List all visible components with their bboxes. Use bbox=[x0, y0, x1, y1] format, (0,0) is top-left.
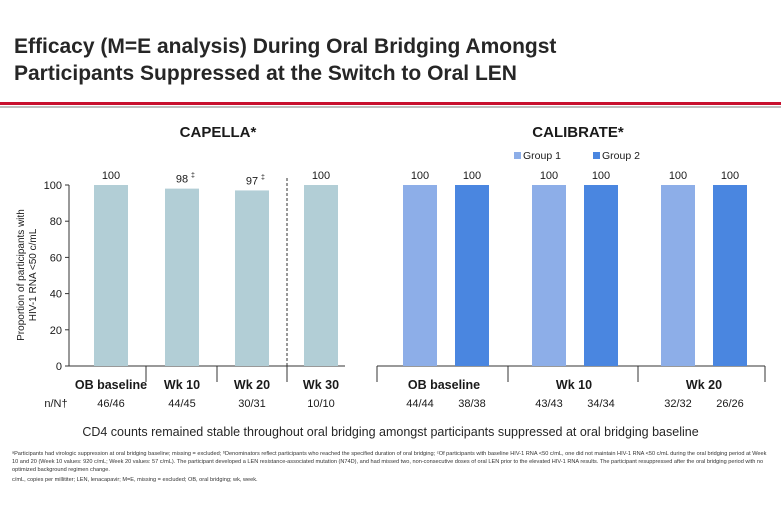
footnotes: ᵃParticipants had virologic suppression … bbox=[12, 450, 772, 484]
capella-n-value: 10/10 bbox=[307, 398, 335, 410]
legend-label-1: Group 1 bbox=[523, 150, 561, 162]
slide-title-line-2: Participants Suppressed at the Switch to… bbox=[14, 62, 517, 85]
cd4-stable-note: CD4 counts remained stable throughout or… bbox=[82, 425, 699, 439]
n-over-n-label: n/N† bbox=[44, 398, 67, 410]
capella-bar bbox=[304, 185, 338, 366]
y-tick-label: 100 bbox=[44, 180, 62, 192]
legend-swatch-1 bbox=[514, 152, 521, 159]
abbreviations-text: c/mL, copies per millititer; LEN, lenaca… bbox=[12, 477, 258, 483]
capella-bar bbox=[165, 188, 199, 366]
calibrate-category-label: OB baseline bbox=[408, 378, 480, 392]
calibrate-bar-group-1 bbox=[403, 185, 437, 366]
calibrate-bar-value-label: 100 bbox=[463, 170, 481, 182]
calibrate-bar-value-label: 100 bbox=[540, 170, 558, 182]
legend-swatch-2 bbox=[593, 152, 600, 159]
capella-bar-footnote-mark: ‡ bbox=[261, 174, 265, 181]
capella-bar bbox=[94, 185, 128, 366]
capella-bar-value-label: 98 bbox=[176, 174, 188, 186]
calibrate-title: CALIBRATE* bbox=[532, 124, 624, 141]
slide-title: Efficacy (M=E analysis) During Oral Brid… bbox=[14, 33, 774, 87]
capella-n-value: 30/31 bbox=[238, 398, 266, 410]
capella-category-label: Wk 30 bbox=[303, 378, 339, 392]
capella-bar bbox=[235, 190, 269, 366]
calibrate-bar-group-1 bbox=[532, 185, 566, 366]
capella-title: CAPELLA* bbox=[180, 124, 257, 141]
title-divider-red bbox=[0, 102, 781, 105]
y-tick-label: 60 bbox=[50, 252, 62, 264]
y-tick-label: 40 bbox=[50, 289, 62, 301]
y-axis-label: Proportion of participants withHIV-1 RNA… bbox=[16, 209, 39, 341]
calibrate-n-value: 34/34 bbox=[587, 398, 615, 410]
calibrate-bar-group-1 bbox=[661, 185, 695, 366]
legend-label-2: Group 2 bbox=[602, 150, 640, 162]
calibrate-n-value: 43/43 bbox=[535, 398, 563, 410]
capella-n-value: 44/45 bbox=[168, 398, 196, 410]
capella-category-label: Wk 10 bbox=[164, 378, 200, 392]
y-tick-label: 80 bbox=[50, 216, 62, 228]
footnote-text: ᵃParticipants had virologic suppression … bbox=[12, 451, 767, 473]
calibrate-bar-group-2 bbox=[713, 185, 747, 366]
calibrate-n-value: 38/38 bbox=[458, 398, 486, 410]
y-tick-label: 0 bbox=[56, 361, 62, 373]
capella-n-value: 46/46 bbox=[97, 398, 125, 410]
capella-bar-footnote-mark: ‡ bbox=[191, 173, 195, 180]
calibrate-category-label: Wk 20 bbox=[686, 378, 722, 392]
calibrate-bar-group-2 bbox=[455, 185, 489, 366]
calibrate-bar-value-label: 100 bbox=[592, 170, 610, 182]
capella-category-label: Wk 20 bbox=[234, 378, 270, 392]
efficacy-chart: CAPELLA* Proportion of participants withH… bbox=[16, 124, 766, 410]
capella-bar-value-label: 100 bbox=[102, 170, 120, 182]
y-tick-label: 20 bbox=[50, 325, 62, 337]
calibrate-n-value: 44/44 bbox=[406, 398, 434, 410]
calibrate-bar-value-label: 100 bbox=[721, 170, 739, 182]
calibrate-bar-group-2 bbox=[584, 185, 618, 366]
title-divider-gray bbox=[0, 106, 781, 108]
calibrate-bar-value-label: 100 bbox=[669, 170, 687, 182]
slide-title-line-1: Efficacy (M=E analysis) During Oral Brid… bbox=[14, 35, 557, 58]
capella-bar-value-label: 97 bbox=[246, 175, 258, 187]
calibrate-n-value: 26/26 bbox=[716, 398, 744, 410]
capella-bar-value-label: 100 bbox=[312, 170, 330, 182]
capella-category-label: OB baseline bbox=[75, 378, 147, 392]
calibrate-n-value: 32/32 bbox=[664, 398, 692, 410]
calibrate-category-label: Wk 10 bbox=[556, 378, 592, 392]
calibrate-bar-value-label: 100 bbox=[411, 170, 429, 182]
